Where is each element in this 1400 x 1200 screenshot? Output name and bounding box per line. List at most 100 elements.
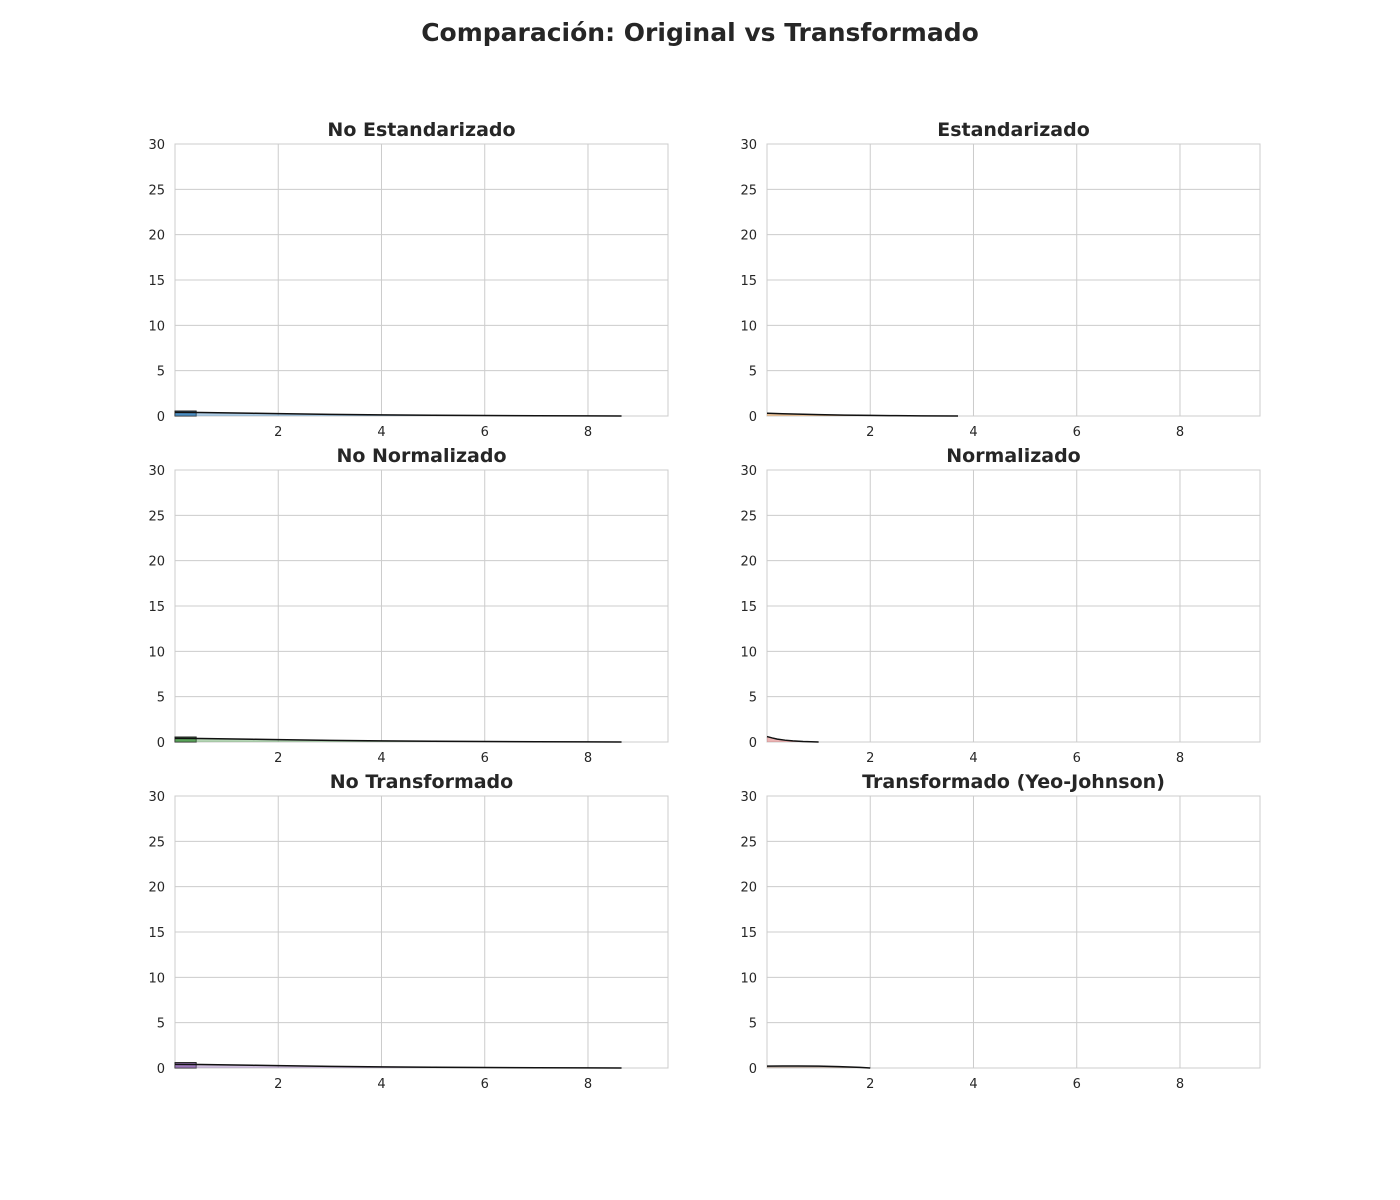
chart-panel: 0 5 10 15 20 25 30 2 4 6 8 Normalizado (740, 445, 1261, 766)
y-tick-label: 20 (148, 229, 165, 244)
y-tick-label: 0 (157, 736, 165, 751)
y-tick-label: 15 (740, 274, 757, 289)
kde-line (174, 411, 622, 417)
y-tick-label: 0 (749, 736, 757, 751)
axes-frame (766, 143, 1261, 417)
kde-line (766, 412, 959, 417)
x-tick-label: 6 (481, 751, 489, 766)
y-tick-label: 30 (740, 138, 757, 153)
y-tick-label: 5 (749, 365, 757, 380)
y-tick-label: 30 (740, 464, 757, 479)
y-tick-label: 30 (148, 790, 165, 805)
histogram-bar (174, 410, 197, 417)
kde-area (767, 736, 819, 742)
x-tick-label: 4 (969, 425, 977, 440)
y-tick-label: 30 (740, 790, 757, 805)
x-tick-label: 6 (481, 1077, 489, 1092)
axes-frame (174, 469, 669, 743)
y-tick-label: 5 (749, 691, 757, 706)
histogram-bar (174, 1062, 197, 1069)
y-tick-label: 15 (740, 600, 757, 615)
y-tick-label: 10 (740, 319, 757, 334)
chart-panel: 0 5 10 15 20 25 30 2 4 6 8 No Estandarizado (148, 119, 669, 440)
y-tick-label: 10 (148, 645, 165, 660)
panel-title: Estandarizado (937, 119, 1090, 141)
x-tick-label: 6 (1073, 751, 1081, 766)
y-tick-label: 25 (740, 509, 757, 524)
y-tick-label: 20 (740, 555, 757, 570)
chart-panel: 0 5 10 15 20 25 30 2 4 6 8 No Transformado (148, 771, 669, 1092)
x-tick-label: 2 (274, 425, 282, 440)
x-tick-label: 4 (377, 1077, 385, 1092)
panel-title: No Normalizado (336, 445, 506, 467)
y-tick-label: 15 (148, 600, 165, 615)
y-tick-label: 5 (749, 1017, 757, 1032)
y-tick-label: 0 (157, 410, 165, 425)
y-tick-label: 10 (740, 645, 757, 660)
x-tick-label: 4 (969, 751, 977, 766)
y-tick-label: 10 (740, 971, 757, 986)
chart-panel: 0 5 10 15 20 25 30 2 4 6 8 Transformado (Yeo-Johnso… (740, 771, 1261, 1092)
y-tick-label: 20 (740, 229, 757, 244)
x-tick-label: 8 (584, 425, 592, 440)
panel-title: No Transformado (330, 771, 513, 793)
kde-area (767, 413, 959, 416)
y-tick-label: 15 (148, 926, 165, 941)
kde-area (175, 412, 622, 416)
y-tick-label: 20 (740, 881, 757, 896)
x-tick-label: 8 (584, 751, 592, 766)
x-tick-label: 8 (1176, 751, 1184, 766)
axes-frame (174, 795, 669, 1069)
kde-line (174, 1063, 622, 1069)
y-tick-label: 5 (157, 1017, 165, 1032)
y-tick-label: 25 (740, 835, 757, 850)
y-tick-label: 15 (148, 274, 165, 289)
histogram-bar (174, 736, 197, 743)
x-tick-label: 8 (1176, 1077, 1184, 1092)
y-tick-label: 5 (157, 691, 165, 706)
x-tick-label: 4 (377, 425, 385, 440)
panel-title: No Estandarizado (327, 119, 515, 141)
y-tick-label: 30 (148, 464, 165, 479)
y-tick-label: 25 (740, 183, 757, 198)
x-tick-label: 2 (274, 751, 282, 766)
chart-panel: 0 5 10 15 20 25 30 2 4 6 8 No Normalizado (148, 445, 669, 766)
x-tick-label: 8 (1176, 425, 1184, 440)
x-tick-label: 6 (1073, 1077, 1081, 1092)
y-tick-label: 0 (749, 1062, 757, 1077)
x-tick-label: 2 (866, 425, 874, 440)
x-tick-label: 6 (481, 425, 489, 440)
axes-frame (766, 469, 1261, 743)
y-tick-label: 0 (749, 410, 757, 425)
kde-line (766, 735, 819, 743)
chart-panel: 0 5 10 15 20 25 30 2 4 6 8 Estandarizado (740, 119, 1261, 440)
y-tick-label: 20 (148, 555, 165, 570)
axes-frame (174, 143, 669, 417)
kde-area (175, 738, 622, 742)
y-tick-label: 15 (740, 926, 757, 941)
x-tick-label: 4 (969, 1077, 977, 1092)
x-tick-label: 2 (866, 1077, 874, 1092)
kde-line (766, 1065, 871, 1069)
x-tick-label: 4 (377, 751, 385, 766)
y-tick-label: 10 (148, 971, 165, 986)
y-tick-label: 30 (148, 138, 165, 153)
figure-title: Comparación: Original vs Transformado (421, 18, 979, 47)
x-tick-label: 6 (1073, 425, 1081, 440)
kde-line (174, 737, 622, 743)
panel-title: Normalizado (946, 445, 1081, 467)
x-tick-label: 2 (274, 1077, 282, 1092)
y-tick-label: 25 (148, 183, 165, 198)
y-tick-label: 25 (148, 835, 165, 850)
x-tick-label: 8 (584, 1077, 592, 1092)
y-tick-label: 5 (157, 365, 165, 380)
kde-area (175, 1064, 622, 1068)
axes-frame (766, 795, 1261, 1069)
y-tick-label: 20 (148, 881, 165, 896)
y-tick-label: 10 (148, 319, 165, 334)
y-tick-label: 0 (157, 1062, 165, 1077)
panel-title: Transformado (Yeo-Johnson) (862, 771, 1165, 793)
y-tick-label: 25 (148, 509, 165, 524)
